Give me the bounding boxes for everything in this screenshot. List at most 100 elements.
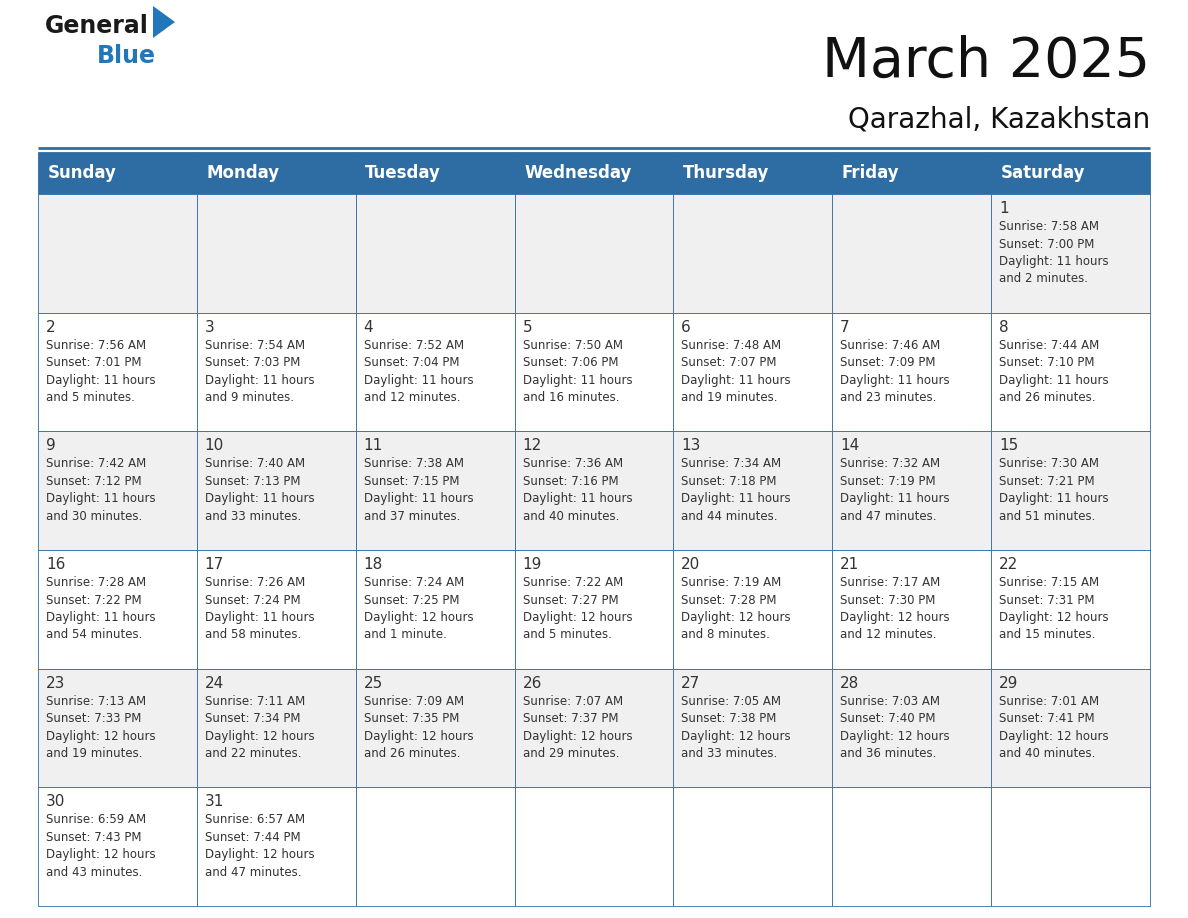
Text: Sunrise: 7:34 AM
Sunset: 7:18 PM
Daylight: 11 hours
and 44 minutes.: Sunrise: 7:34 AM Sunset: 7:18 PM Dayligh…	[682, 457, 791, 523]
Text: 6: 6	[682, 319, 691, 335]
Bar	[38, 152, 197, 194]
Bar	[514, 788, 674, 906]
Bar	[355, 431, 514, 550]
Text: Friday: Friday	[842, 164, 899, 182]
Text: Sunrise: 7:42 AM
Sunset: 7:12 PM
Daylight: 11 hours
and 30 minutes.: Sunrise: 7:42 AM Sunset: 7:12 PM Dayligh…	[46, 457, 156, 523]
Text: Sunrise: 7:30 AM
Sunset: 7:21 PM
Daylight: 11 hours
and 51 minutes.: Sunrise: 7:30 AM Sunset: 7:21 PM Dayligh…	[999, 457, 1108, 523]
Bar	[674, 194, 833, 313]
Text: 26: 26	[523, 676, 542, 690]
Text: 5: 5	[523, 319, 532, 335]
Text: 4: 4	[364, 319, 373, 335]
Text: 3: 3	[204, 319, 215, 335]
Text: Sunrise: 7:52 AM
Sunset: 7:04 PM
Daylight: 11 hours
and 12 minutes.: Sunrise: 7:52 AM Sunset: 7:04 PM Dayligh…	[364, 339, 473, 404]
Bar	[355, 668, 514, 788]
Text: 8: 8	[999, 319, 1009, 335]
Text: Sunrise: 7:11 AM
Sunset: 7:34 PM
Daylight: 12 hours
and 22 minutes.: Sunrise: 7:11 AM Sunset: 7:34 PM Dayligh…	[204, 695, 315, 760]
Text: Sunrise: 7:07 AM
Sunset: 7:37 PM
Daylight: 12 hours
and 29 minutes.: Sunrise: 7:07 AM Sunset: 7:37 PM Dayligh…	[523, 695, 632, 760]
Text: Sunrise: 7:01 AM
Sunset: 7:41 PM
Daylight: 12 hours
and 40 minutes.: Sunrise: 7:01 AM Sunset: 7:41 PM Dayligh…	[999, 695, 1108, 760]
Text: Sunrise: 7:26 AM
Sunset: 7:24 PM
Daylight: 11 hours
and 58 minutes.: Sunrise: 7:26 AM Sunset: 7:24 PM Dayligh…	[204, 576, 315, 642]
Text: Sunrise: 7:36 AM
Sunset: 7:16 PM
Daylight: 11 hours
and 40 minutes.: Sunrise: 7:36 AM Sunset: 7:16 PM Dayligh…	[523, 457, 632, 523]
Text: Sunday: Sunday	[48, 164, 116, 182]
Bar	[38, 194, 197, 313]
Text: Blue: Blue	[97, 44, 156, 68]
Text: 9: 9	[46, 438, 56, 453]
Text: 25: 25	[364, 676, 383, 690]
Text: 29: 29	[999, 676, 1018, 690]
Bar	[197, 152, 355, 194]
Text: 1: 1	[999, 201, 1009, 216]
Text: Sunrise: 6:57 AM
Sunset: 7:44 PM
Daylight: 12 hours
and 47 minutes.: Sunrise: 6:57 AM Sunset: 7:44 PM Dayligh…	[204, 813, 315, 879]
Text: 14: 14	[840, 438, 859, 453]
Text: Sunrise: 7:48 AM
Sunset: 7:07 PM
Daylight: 11 hours
and 19 minutes.: Sunrise: 7:48 AM Sunset: 7:07 PM Dayligh…	[682, 339, 791, 404]
Text: 22: 22	[999, 557, 1018, 572]
Text: 20: 20	[682, 557, 701, 572]
Text: 13: 13	[682, 438, 701, 453]
Text: Monday: Monday	[207, 164, 279, 182]
Text: 12: 12	[523, 438, 542, 453]
Bar	[514, 313, 674, 431]
Text: 2: 2	[46, 319, 56, 335]
Text: Sunrise: 7:09 AM
Sunset: 7:35 PM
Daylight: 12 hours
and 26 minutes.: Sunrise: 7:09 AM Sunset: 7:35 PM Dayligh…	[364, 695, 473, 760]
Bar	[197, 668, 355, 788]
Text: Sunrise: 7:46 AM
Sunset: 7:09 PM
Daylight: 11 hours
and 23 minutes.: Sunrise: 7:46 AM Sunset: 7:09 PM Dayligh…	[840, 339, 950, 404]
Bar	[514, 194, 674, 313]
Text: Sunrise: 7:13 AM
Sunset: 7:33 PM
Daylight: 12 hours
and 19 minutes.: Sunrise: 7:13 AM Sunset: 7:33 PM Dayligh…	[46, 695, 156, 760]
Bar	[833, 313, 991, 431]
Bar	[197, 788, 355, 906]
Text: Sunrise: 7:38 AM
Sunset: 7:15 PM
Daylight: 11 hours
and 37 minutes.: Sunrise: 7:38 AM Sunset: 7:15 PM Dayligh…	[364, 457, 473, 523]
Text: 19: 19	[523, 557, 542, 572]
Bar	[674, 313, 833, 431]
Text: Sunrise: 7:22 AM
Sunset: 7:27 PM
Daylight: 12 hours
and 5 minutes.: Sunrise: 7:22 AM Sunset: 7:27 PM Dayligh…	[523, 576, 632, 642]
Text: Sunrise: 7:15 AM
Sunset: 7:31 PM
Daylight: 12 hours
and 15 minutes.: Sunrise: 7:15 AM Sunset: 7:31 PM Dayligh…	[999, 576, 1108, 642]
Text: 24: 24	[204, 676, 225, 690]
Bar	[514, 668, 674, 788]
Bar	[833, 668, 991, 788]
Bar	[674, 550, 833, 668]
Bar	[355, 788, 514, 906]
Text: 10: 10	[204, 438, 225, 453]
Bar	[38, 788, 197, 906]
Text: Sunrise: 7:28 AM
Sunset: 7:22 PM
Daylight: 11 hours
and 54 minutes.: Sunrise: 7:28 AM Sunset: 7:22 PM Dayligh…	[46, 576, 156, 642]
Bar	[991, 194, 1150, 313]
Text: 23: 23	[46, 676, 65, 690]
Text: 16: 16	[46, 557, 65, 572]
Bar	[833, 788, 991, 906]
Text: 21: 21	[840, 557, 859, 572]
Text: 18: 18	[364, 557, 383, 572]
Bar	[674, 668, 833, 788]
Bar	[514, 431, 674, 550]
Text: Sunrise: 7:54 AM
Sunset: 7:03 PM
Daylight: 11 hours
and 9 minutes.: Sunrise: 7:54 AM Sunset: 7:03 PM Dayligh…	[204, 339, 315, 404]
Text: 7: 7	[840, 319, 849, 335]
Text: 11: 11	[364, 438, 383, 453]
Bar	[355, 152, 514, 194]
Text: Sunrise: 7:50 AM
Sunset: 7:06 PM
Daylight: 11 hours
and 16 minutes.: Sunrise: 7:50 AM Sunset: 7:06 PM Dayligh…	[523, 339, 632, 404]
Text: Sunrise: 7:32 AM
Sunset: 7:19 PM
Daylight: 11 hours
and 47 minutes.: Sunrise: 7:32 AM Sunset: 7:19 PM Dayligh…	[840, 457, 950, 523]
Bar	[514, 152, 674, 194]
Bar	[674, 431, 833, 550]
Text: March 2025: March 2025	[822, 35, 1150, 89]
Bar	[355, 313, 514, 431]
Text: 30: 30	[46, 794, 65, 810]
Bar	[991, 152, 1150, 194]
Bar	[991, 550, 1150, 668]
Bar	[197, 431, 355, 550]
Text: Sunrise: 7:40 AM
Sunset: 7:13 PM
Daylight: 11 hours
and 33 minutes.: Sunrise: 7:40 AM Sunset: 7:13 PM Dayligh…	[204, 457, 315, 523]
Text: 31: 31	[204, 794, 225, 810]
Bar	[514, 550, 674, 668]
Bar	[833, 550, 991, 668]
Text: Sunrise: 7:44 AM
Sunset: 7:10 PM
Daylight: 11 hours
and 26 minutes.: Sunrise: 7:44 AM Sunset: 7:10 PM Dayligh…	[999, 339, 1108, 404]
Bar	[197, 550, 355, 668]
Bar	[991, 431, 1150, 550]
Bar	[674, 152, 833, 194]
Text: General: General	[45, 14, 148, 38]
Text: Sunrise: 7:17 AM
Sunset: 7:30 PM
Daylight: 12 hours
and 12 minutes.: Sunrise: 7:17 AM Sunset: 7:30 PM Dayligh…	[840, 576, 950, 642]
Bar	[833, 431, 991, 550]
Text: Wednesday: Wednesday	[524, 164, 632, 182]
Text: Tuesday: Tuesday	[365, 164, 441, 182]
Text: 27: 27	[682, 676, 701, 690]
Bar	[197, 194, 355, 313]
Bar	[833, 194, 991, 313]
Polygon shape	[153, 6, 175, 38]
Text: Saturday: Saturday	[1000, 164, 1085, 182]
Bar	[833, 152, 991, 194]
